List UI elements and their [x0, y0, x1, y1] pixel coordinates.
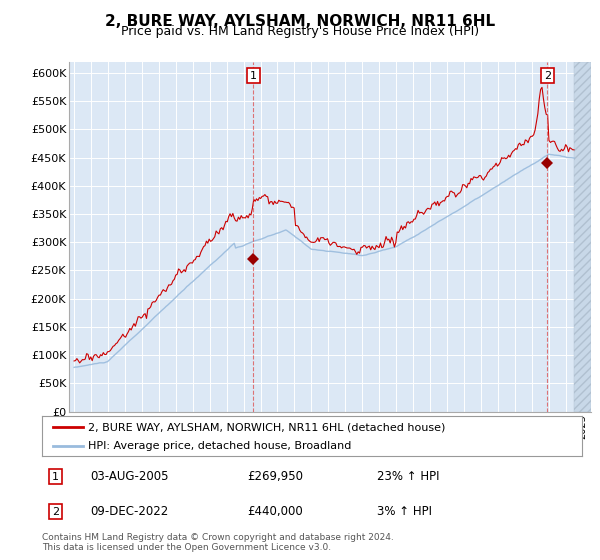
Text: 2: 2: [52, 507, 59, 517]
Text: 2, BURE WAY, AYLSHAM, NORWICH, NR11 6HL (detached house): 2, BURE WAY, AYLSHAM, NORWICH, NR11 6HL …: [88, 422, 445, 432]
Text: 2: 2: [544, 71, 551, 81]
Text: Price paid vs. HM Land Registry's House Price Index (HPI): Price paid vs. HM Land Registry's House …: [121, 25, 479, 38]
Bar: [574, 62, 591, 412]
Text: £440,000: £440,000: [247, 505, 303, 518]
Text: £269,950: £269,950: [247, 470, 303, 483]
Text: HPI: Average price, detached house, Broadland: HPI: Average price, detached house, Broa…: [88, 441, 351, 451]
Text: 3% ↑ HPI: 3% ↑ HPI: [377, 505, 432, 518]
Bar: [574, 62, 591, 412]
Text: Contains HM Land Registry data © Crown copyright and database right 2024.: Contains HM Land Registry data © Crown c…: [42, 533, 394, 542]
Text: 2, BURE WAY, AYLSHAM, NORWICH, NR11 6HL: 2, BURE WAY, AYLSHAM, NORWICH, NR11 6HL: [105, 14, 495, 29]
Text: 09-DEC-2022: 09-DEC-2022: [91, 505, 169, 518]
Text: 03-AUG-2005: 03-AUG-2005: [91, 470, 169, 483]
Text: 1: 1: [52, 472, 59, 482]
Text: 1: 1: [250, 71, 257, 81]
Text: This data is licensed under the Open Government Licence v3.0.: This data is licensed under the Open Gov…: [42, 543, 331, 552]
Text: 23% ↑ HPI: 23% ↑ HPI: [377, 470, 439, 483]
